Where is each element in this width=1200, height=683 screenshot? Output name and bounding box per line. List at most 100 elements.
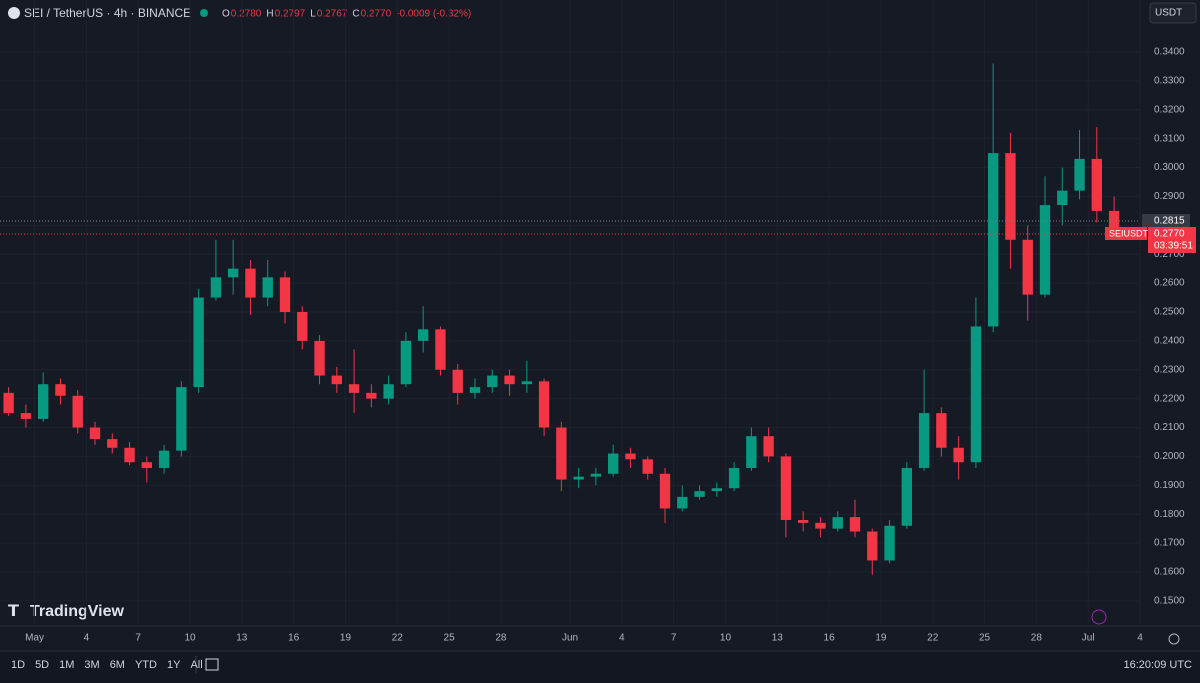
- range-button[interactable]: All: [190, 659, 202, 671]
- range-button[interactable]: 3M: [84, 659, 99, 671]
- candle-body: [936, 413, 947, 448]
- x-tick-label: 19: [340, 633, 352, 644]
- ohlc-legend: O 0.2780 H 0.2797 L 0.2767 C 0.2770 -0.0009 (-0.…: [222, 9, 471, 20]
- candle-body: [590, 473, 602, 477]
- candle-body: [867, 531, 878, 561]
- candle-body: [711, 488, 722, 492]
- candle-body: [849, 517, 861, 532]
- candle-body: [1005, 153, 1016, 240]
- alert-icon[interactable]: [1091, 609, 1107, 625]
- candle-body: [538, 381, 550, 428]
- candle-body: [89, 427, 101, 440]
- candle-body: [694, 491, 705, 497]
- date-range-icon[interactable]: [205, 658, 219, 671]
- candle-body: [504, 375, 515, 385]
- y-tick-label: 0.2000: [1154, 451, 1185, 462]
- x-tick-label: 13: [236, 633, 248, 644]
- candle-body: [1022, 239, 1033, 295]
- x-tick-label: 10: [720, 633, 732, 644]
- settings-icon[interactable]: [1168, 633, 1180, 645]
- currency-button[interactable]: [1149, 2, 1197, 24]
- candle-body: [366, 392, 377, 399]
- candle-body: [245, 268, 256, 298]
- reference-price: 0.2815: [1154, 216, 1185, 227]
- y-tick-label: 0.3400: [1154, 47, 1185, 58]
- current-tag: [1148, 226, 1196, 253]
- candle-body: [1091, 158, 1102, 211]
- range-button[interactable]: 1M: [59, 659, 74, 671]
- countdown: 03:39:51: [1154, 241, 1193, 252]
- candle-body: [452, 369, 463, 393]
- y-tick-label: 0.1700: [1154, 538, 1185, 549]
- candle-body: [38, 384, 49, 419]
- ticker-tag: [1105, 226, 1147, 240]
- y-tick-label: 0.3100: [1154, 133, 1185, 144]
- range-button[interactable]: 6M: [110, 659, 125, 671]
- candle-body: [832, 517, 843, 529]
- candle-body: [400, 340, 412, 385]
- y-tick-label: 0.2400: [1154, 336, 1185, 347]
- ohlc-item: 0.2780: [231, 9, 262, 20]
- candle-body: [677, 496, 688, 509]
- toolbar: [0, 651, 1200, 683]
- ohlc-item: H: [266, 9, 273, 20]
- x-tick-label: 19: [875, 633, 887, 644]
- candle-body: [746, 436, 757, 468]
- candle-body: [3, 392, 14, 414]
- ohlc-item: 0.2797: [275, 9, 306, 20]
- currency[interactable]: USDT: [1155, 8, 1182, 19]
- x-tick-label: 28: [1031, 633, 1043, 644]
- candle-body: [228, 268, 239, 278]
- candle-body: [20, 413, 32, 419]
- x-tick-label: Jun: [562, 633, 578, 644]
- ohlc-item: C: [352, 9, 359, 20]
- candle-body: [521, 381, 532, 385]
- candle-body: [331, 375, 342, 385]
- candle-body: [780, 456, 792, 520]
- candle-body: [141, 462, 152, 468]
- y-tick-label: 0.2900: [1154, 191, 1185, 202]
- x-tick-label: 7: [135, 633, 141, 644]
- ticker: SEIUSDT: [1109, 228, 1149, 238]
- range-button[interactable]: YTD: [135, 659, 157, 671]
- y-tick-label: 0.2100: [1154, 422, 1185, 433]
- ohlc-item: O: [222, 9, 230, 20]
- symbol-icon: [8, 7, 20, 19]
- ohlc-item: L: [310, 9, 316, 20]
- candle-body: [988, 153, 999, 327]
- candle-body: [573, 476, 584, 480]
- reference-tag: [1142, 213, 1190, 227]
- symbol: SEI / TetherUS · 4h · BINANCE: [24, 6, 191, 20]
- candle-body: [1057, 190, 1068, 206]
- candle-body: [314, 340, 325, 376]
- candle-body: [469, 387, 481, 393]
- candle-body: [556, 427, 567, 480]
- y-tick-label: 0.2600: [1154, 278, 1185, 289]
- x-tick-label: 7: [671, 633, 677, 644]
- x-tick-label: 4: [1137, 633, 1143, 644]
- candle-body: [763, 436, 774, 457]
- x-tick-label: 25: [979, 633, 991, 644]
- candle-body: [297, 311, 308, 341]
- range-button[interactable]: 5D: [35, 659, 49, 671]
- status-dot: [200, 9, 208, 17]
- x-tick-label: May: [25, 633, 44, 644]
- range-button[interactable]: 1Y: [167, 659, 181, 671]
- x-tick-label: 13: [772, 633, 784, 644]
- candle-body: [970, 326, 982, 463]
- clock: 16:20:09 UTC: [1124, 659, 1193, 671]
- brand-logo: 𝗧: [8, 603, 19, 620]
- candle-body: [279, 277, 291, 312]
- candle-body: [210, 277, 222, 298]
- y-tick-label: 0.3200: [1154, 104, 1185, 115]
- y-tick-label: 0.3000: [1154, 162, 1185, 173]
- candle-body: [435, 329, 446, 370]
- candle-body: [625, 453, 636, 460]
- candle-body: [55, 384, 66, 396]
- range-button[interactable]: 1D: [11, 659, 25, 671]
- y-tick-label: 0.1600: [1154, 567, 1185, 578]
- x-tick-label: 16: [288, 633, 300, 644]
